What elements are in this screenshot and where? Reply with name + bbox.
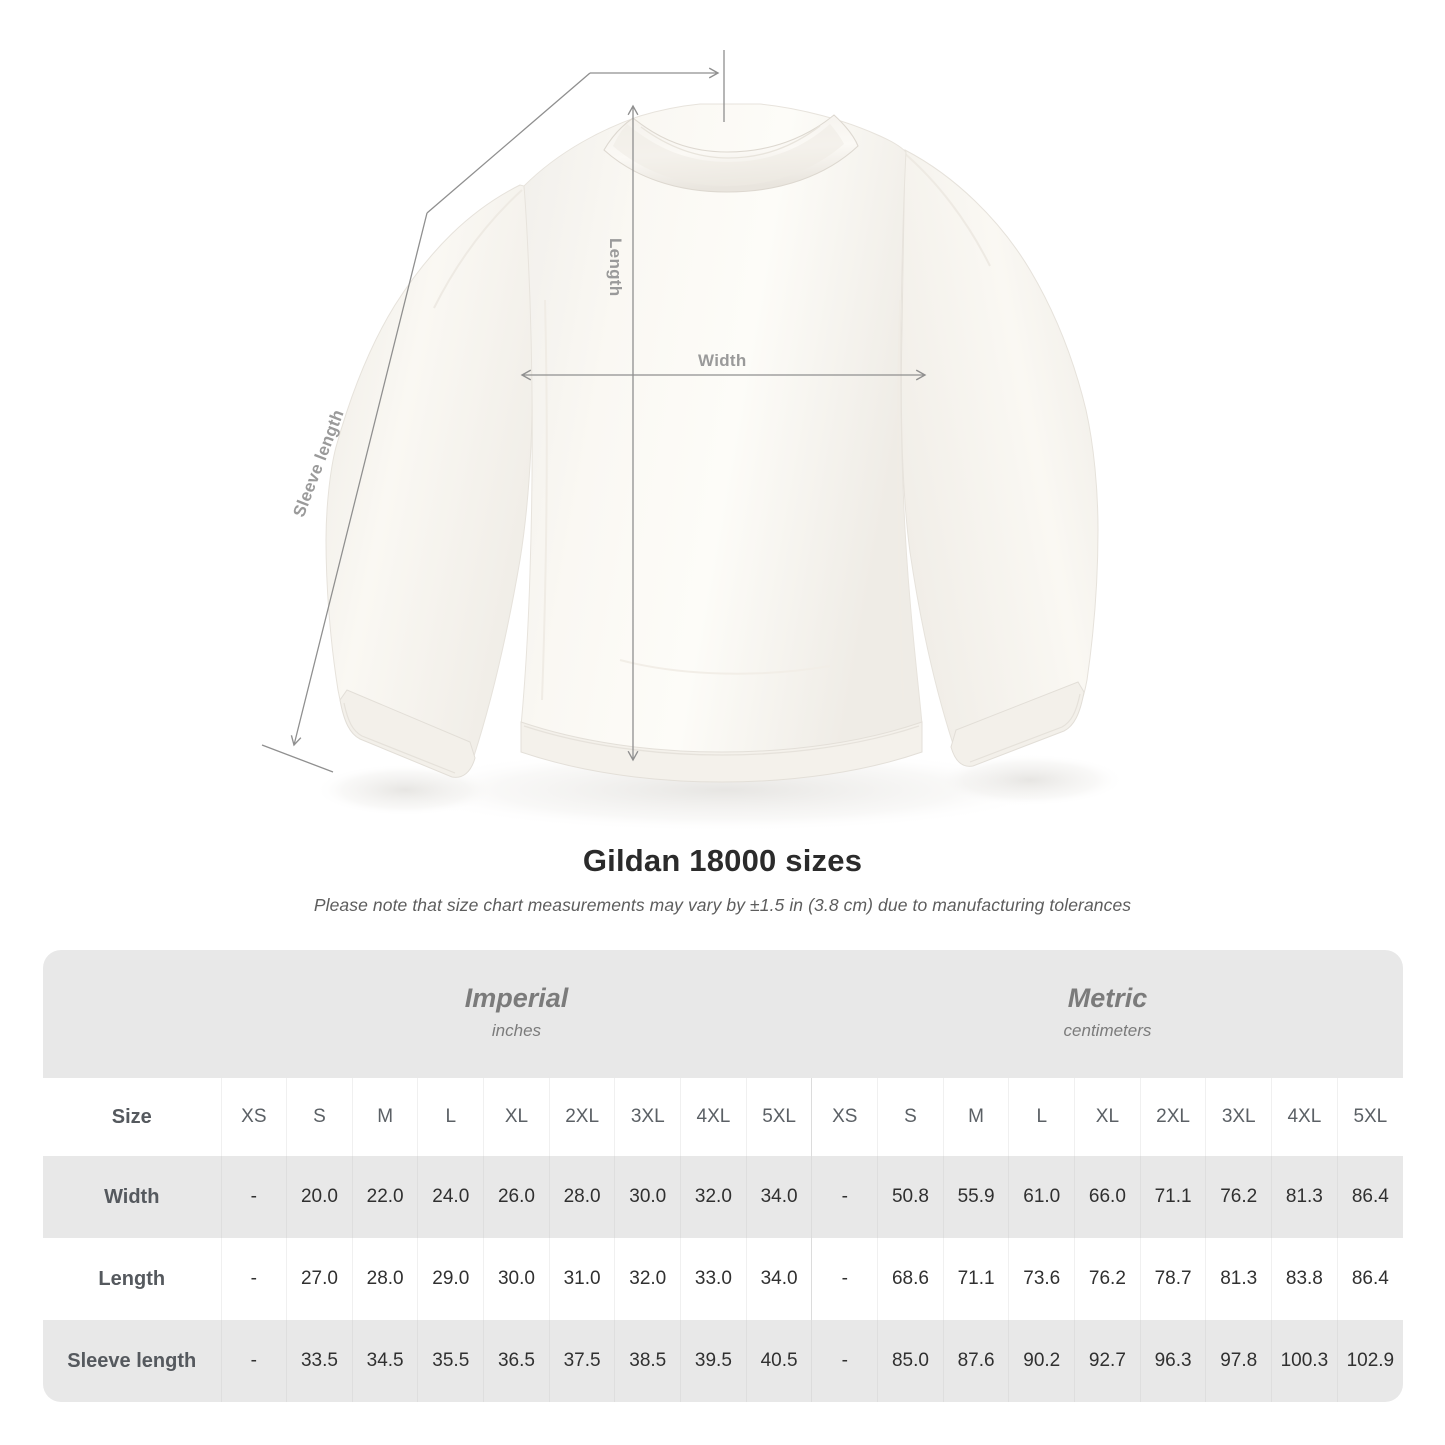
cell-width-metric-2XL: 71.1 — [1140, 1156, 1207, 1238]
measurement-lines — [261, 50, 927, 773]
metric-banner-name: Metric — [1067, 983, 1148, 1014]
cell-width-imperial-S: 20.0 — [286, 1156, 353, 1238]
imperial-banner-name: Imperial — [464, 983, 569, 1014]
cell-width-metric-5XL: 86.4 — [1337, 1156, 1403, 1238]
cell-length-imperial-4XL: 33.0 — [680, 1238, 747, 1320]
cell-sleeve-length-metric-L: 90.2 — [1008, 1320, 1076, 1402]
cell-sleeve-length-metric-3XL: 97.8 — [1205, 1320, 1273, 1402]
cell-width-imperial-L: 24.0 — [417, 1156, 485, 1238]
row-label-width: Width — [43, 1156, 222, 1238]
cell-sleeve-length-imperial-M: 34.5 — [352, 1320, 419, 1402]
cell-length-metric-3XL: 81.3 — [1205, 1238, 1273, 1320]
cell-length-imperial-3XL: 32.0 — [614, 1238, 682, 1320]
size-header-metric-3XL: 3XL — [1205, 1078, 1273, 1156]
size-header-metric-S: S — [877, 1078, 944, 1156]
table-row: Length -27.0 28.0 29.0 30.0 31.0 32.0 33.0 34.0-… — [43, 1238, 1403, 1320]
row-label-sleeve-length: Sleeve length — [43, 1320, 222, 1402]
cell-length-metric-2XL: 78.7 — [1140, 1238, 1207, 1320]
size-header-metric-M: M — [943, 1078, 1010, 1156]
tolerance-note: Please note that size chart measurements… — [313, 895, 1132, 915]
size-header-metric-2XL: 2XL — [1140, 1078, 1207, 1156]
size-header-imperial-XL: XL — [483, 1078, 550, 1156]
length-measurement-label: Length — [606, 238, 625, 297]
cell-width-imperial-2XL: 28.0 — [549, 1156, 616, 1238]
imperial-banner: Imperial inches — [221, 950, 812, 1078]
cell-sleeve-length-metric-S: 85.0 — [877, 1320, 944, 1402]
row-label-length: Length — [43, 1238, 222, 1320]
cell-length-imperial-XL: 30.0 — [483, 1238, 550, 1320]
cell-width-imperial-M: 22.0 — [352, 1156, 419, 1238]
page-title: Gildan 18000 sizes — [582, 843, 863, 878]
cell-length-metric-XS: - — [811, 1238, 879, 1320]
metric-banner-sub: centimeters — [1063, 1020, 1152, 1040]
cell-width-metric-XL: 66.0 — [1074, 1156, 1141, 1238]
table-row: Sleeve length -33.5 34.5 35.5 36.5 37.5 38.5 39… — [43, 1320, 1403, 1402]
garment-diagram: Length Width Sleeve length — [261, 50, 1125, 832]
unit-banner-row: Imperial inches Metric centimeters — [43, 950, 1403, 1078]
sweatshirt-illustration — [261, 50, 1125, 832]
cell-length-imperial-5XL: 34.0 — [746, 1238, 813, 1320]
cell-width-metric-3XL: 76.2 — [1205, 1156, 1273, 1238]
cell-sleeve-length-metric-XS: - — [811, 1320, 879, 1402]
size-header-metric-XL: XL — [1074, 1078, 1141, 1156]
size-header-label: Size — [43, 1078, 222, 1156]
title-block: Gildan 18000 sizes Please note that size… — [0, 843, 1445, 916]
cell-width-metric-L: 61.0 — [1008, 1156, 1076, 1238]
size-table-container: Imperial inches Metric centimeters Size XS S M L… — [43, 950, 1403, 1402]
cell-length-metric-L: 73.6 — [1008, 1238, 1076, 1320]
cell-length-imperial-S: 27.0 — [286, 1238, 353, 1320]
cell-length-imperial-M: 28.0 — [352, 1238, 419, 1320]
cell-sleeve-length-imperial-XS: - — [221, 1320, 288, 1402]
size-header-metric-L: L — [1008, 1078, 1076, 1156]
cell-length-metric-4XL: 83.8 — [1271, 1238, 1338, 1320]
size-table: Imperial inches Metric centimeters Size XS S M L… — [43, 950, 1403, 1402]
cell-width-metric-S: 50.8 — [877, 1156, 944, 1238]
size-header-metric-4XL: 4XL — [1271, 1078, 1338, 1156]
size-header-imperial-5XL: 5XL — [746, 1078, 813, 1156]
size-header-imperial-L: L — [417, 1078, 485, 1156]
size-header-imperial-2XL: 2XL — [549, 1078, 616, 1156]
cell-sleeve-length-metric-M: 87.6 — [943, 1320, 1010, 1402]
cell-width-imperial-XL: 26.0 — [483, 1156, 550, 1238]
cell-sleeve-length-metric-2XL: 96.3 — [1140, 1320, 1207, 1402]
size-header-imperial-3XL: 3XL — [614, 1078, 682, 1156]
size-header-imperial-S: S — [286, 1078, 353, 1156]
unit-banner-spacer — [43, 950, 221, 1078]
cell-sleeve-length-metric-5XL: 102.9 — [1337, 1320, 1403, 1402]
cell-sleeve-length-imperial-S: 33.5 — [286, 1320, 353, 1402]
size-header-imperial-M: M — [352, 1078, 419, 1156]
cell-length-metric-XL: 76.2 — [1074, 1238, 1141, 1320]
imperial-banner-sub: inches — [491, 1020, 542, 1040]
size-header-metric-5XL: 5XL — [1337, 1078, 1403, 1156]
size-header-metric-XS: XS — [811, 1078, 879, 1156]
metric-banner: Metric centimeters — [811, 950, 1403, 1078]
width-measurement-label: Width — [698, 351, 747, 370]
cell-length-metric-M: 71.1 — [943, 1238, 1010, 1320]
size-header-imperial-XS: XS — [221, 1078, 288, 1156]
cell-length-imperial-L: 29.0 — [417, 1238, 485, 1320]
cell-sleeve-length-imperial-5XL: 40.5 — [746, 1320, 813, 1402]
cell-width-metric-M: 55.9 — [943, 1156, 1010, 1238]
cell-width-metric-XS: - — [811, 1156, 879, 1238]
size-header-imperial-4XL: 4XL — [680, 1078, 747, 1156]
cell-length-metric-S: 68.6 — [877, 1238, 944, 1320]
table-row: Width -20.0 22.0 24.0 26.0 28.0 30.0 32.0 34.0-5… — [43, 1156, 1403, 1238]
size-header-row: Size XS S M L XL 2XL 3XL 4XL 5XL XS S M L XL 2XL 3XL 4XL 5… — [43, 1078, 1403, 1156]
cell-width-imperial-3XL: 30.0 — [614, 1156, 682, 1238]
cell-width-imperial-4XL: 32.0 — [680, 1156, 747, 1238]
cell-width-imperial-5XL: 34.0 — [746, 1156, 813, 1238]
cell-sleeve-length-imperial-3XL: 38.5 — [614, 1320, 682, 1402]
cell-sleeve-length-metric-XL: 92.7 — [1074, 1320, 1141, 1402]
cell-sleeve-length-imperial-4XL: 39.5 — [680, 1320, 747, 1402]
cell-sleeve-length-imperial-XL: 36.5 — [483, 1320, 550, 1402]
cell-sleeve-length-imperial-L: 35.5 — [417, 1320, 485, 1402]
cell-sleeve-length-imperial-2XL: 37.5 — [549, 1320, 616, 1402]
cell-width-metric-4XL: 81.3 — [1271, 1156, 1338, 1238]
cell-width-imperial-XS: - — [221, 1156, 288, 1238]
cell-length-metric-5XL: 86.4 — [1337, 1238, 1403, 1320]
cell-length-imperial-XS: - — [221, 1238, 288, 1320]
cell-length-imperial-2XL: 31.0 — [549, 1238, 616, 1320]
cell-sleeve-length-metric-4XL: 100.3 — [1271, 1320, 1338, 1402]
